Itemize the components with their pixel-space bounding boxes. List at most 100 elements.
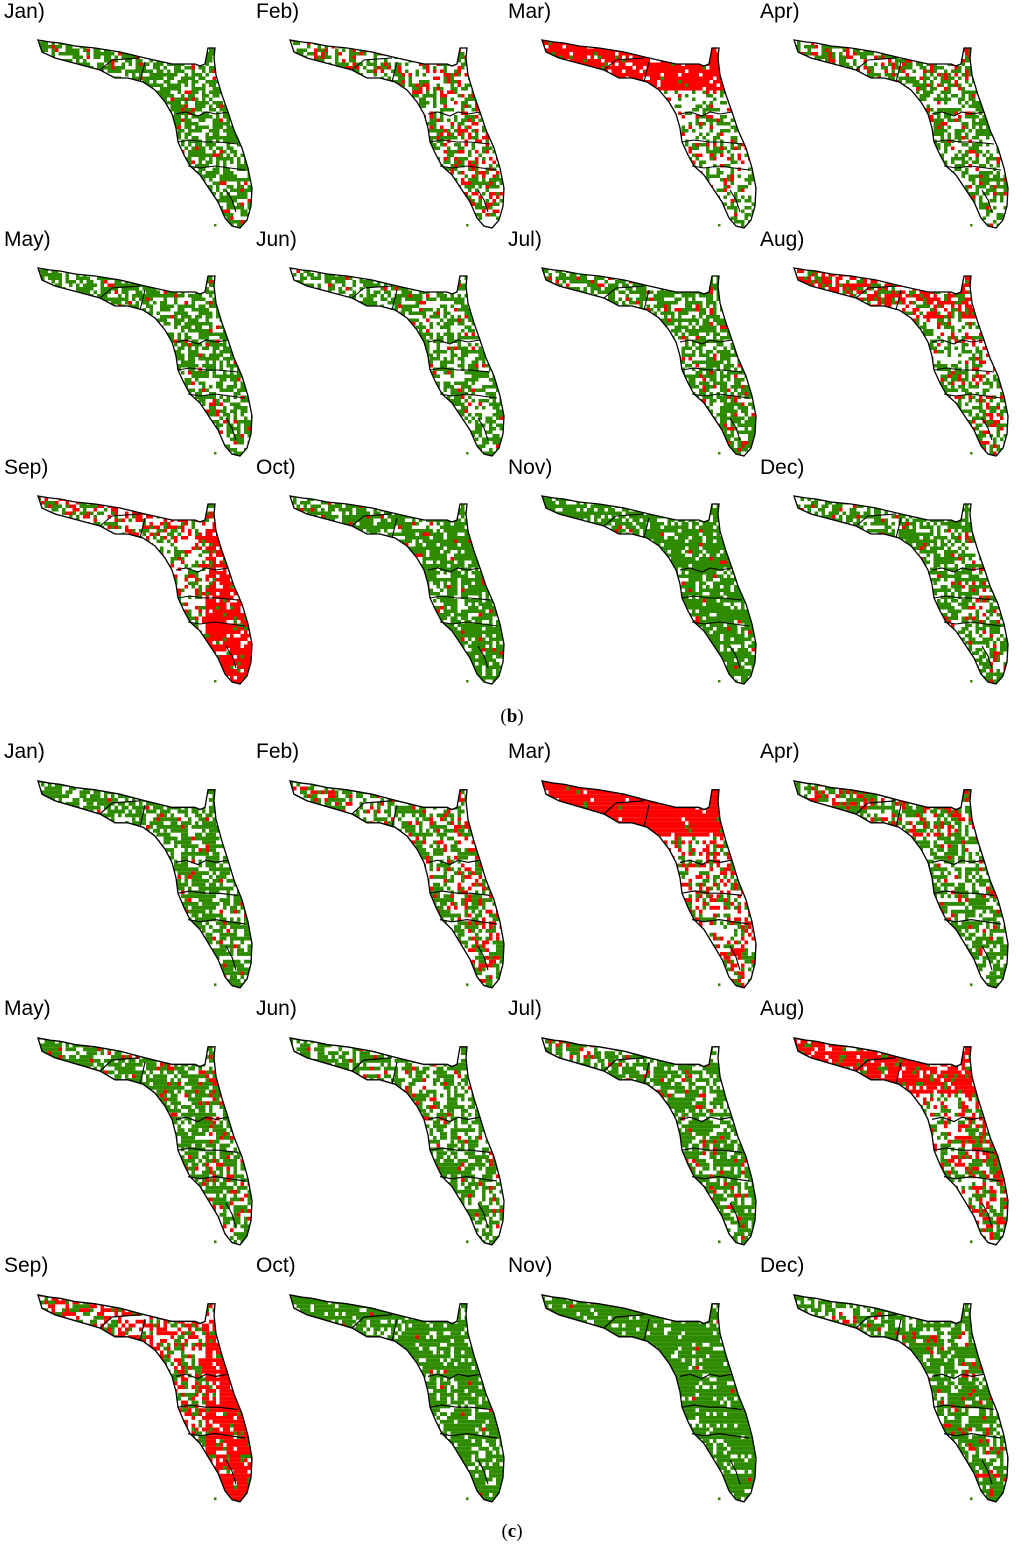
region-boundary <box>427 339 481 345</box>
stray-cell <box>718 452 721 455</box>
florida-map <box>541 1037 757 1246</box>
month-panel: Apr) <box>756 740 1012 992</box>
florida-map <box>37 495 253 685</box>
region-boundary <box>691 165 750 171</box>
florida-map <box>289 39 505 229</box>
stray-cell <box>718 1240 721 1244</box>
region-boundary <box>603 285 645 299</box>
map-container <box>0 1284 256 1504</box>
region-boundary <box>981 1202 993 1228</box>
region-boundary <box>603 513 645 527</box>
region-boundary <box>931 567 985 573</box>
region-boundary <box>225 945 237 971</box>
region-boundary <box>175 859 229 866</box>
month-label: Dec) <box>760 1254 804 1278</box>
region-boundary <box>691 1175 750 1182</box>
state-outline <box>289 1294 505 1503</box>
region-boundary <box>981 645 993 669</box>
region-boundary <box>391 1062 398 1085</box>
month-panel: Sep) <box>0 456 256 688</box>
region-boundary <box>643 1319 650 1342</box>
month-label: Mar) <box>508 740 551 764</box>
stray-cell <box>970 680 973 683</box>
region-boundary <box>351 513 393 527</box>
region-boundary <box>139 1062 146 1085</box>
region-boundary <box>603 800 645 815</box>
stray-cell <box>214 680 217 683</box>
region-boundary <box>177 367 239 373</box>
region-boundary <box>439 165 498 171</box>
region-boundary <box>679 567 733 573</box>
region-boundary <box>187 918 246 925</box>
region-boundary <box>225 645 237 669</box>
florida-map <box>793 780 1009 989</box>
region-boundary <box>427 567 481 573</box>
region-boundary <box>679 111 733 117</box>
month-label: Nov) <box>508 456 552 480</box>
stray-cell <box>214 224 217 227</box>
region-boundary <box>943 1432 1002 1439</box>
month-panel: Jan) <box>0 740 256 992</box>
region-boundary <box>225 1459 237 1485</box>
state-outline <box>541 1037 757 1246</box>
map-container <box>504 770 760 990</box>
stray-cell <box>718 983 721 987</box>
map-container <box>252 258 508 458</box>
state-outline <box>37 39 253 229</box>
region-boundary <box>139 1319 146 1342</box>
region-boundary <box>439 393 498 399</box>
month-panel: Feb) <box>252 740 508 992</box>
region-boundary <box>429 139 491 145</box>
region-boundary <box>351 57 393 71</box>
month-panel: Nov) <box>504 456 760 688</box>
region-boundary <box>351 800 393 815</box>
region-boundary <box>681 367 743 373</box>
state-outline <box>37 1037 253 1246</box>
region-boundary <box>981 189 993 213</box>
region-boundary <box>99 57 141 71</box>
region-boundary <box>679 1373 733 1380</box>
month-panel: Jan) <box>0 0 256 232</box>
month-panel: Dec) <box>756 456 1012 688</box>
region-boundary <box>427 1373 481 1380</box>
region-boundary <box>439 621 498 627</box>
state-outline <box>541 780 757 989</box>
region-boundary <box>429 1404 491 1411</box>
region-boundary <box>895 61 902 83</box>
figure-caption-b: (b) <box>472 706 552 728</box>
month-label: Sep) <box>4 1254 48 1278</box>
region-boundary <box>933 1147 995 1154</box>
month-label: Feb) <box>256 740 299 764</box>
florida-map <box>793 1037 1009 1246</box>
month-panel: Feb) <box>252 0 508 232</box>
month-label: Apr) <box>760 0 800 24</box>
region-boundary <box>681 1147 743 1154</box>
region-boundary <box>679 339 733 345</box>
region-boundary <box>391 1319 398 1342</box>
month-label: Jul) <box>508 997 542 1021</box>
region-boundary <box>175 567 229 573</box>
region-boundary <box>895 805 902 828</box>
map-container <box>756 770 1012 990</box>
region-boundary <box>177 1404 239 1411</box>
florida-map <box>793 1294 1009 1503</box>
state-outline <box>37 495 253 685</box>
map-container <box>504 1027 760 1247</box>
state-outline <box>793 495 1009 685</box>
region-boundary <box>855 285 897 299</box>
region-boundary <box>177 890 239 897</box>
map-container <box>504 1284 760 1504</box>
stray-cell <box>466 1497 469 1501</box>
month-label: May) <box>4 997 51 1021</box>
region-boundary <box>895 1319 902 1342</box>
stray-cell <box>214 452 217 455</box>
region-boundary <box>477 1202 489 1228</box>
region-boundary <box>391 61 398 83</box>
region-boundary <box>931 111 985 117</box>
month-label: May) <box>4 228 51 252</box>
state-outline <box>793 1294 1009 1503</box>
map-container <box>252 486 508 686</box>
state-outline <box>541 495 757 685</box>
state-outline <box>37 267 253 457</box>
stray-cell <box>718 680 721 683</box>
